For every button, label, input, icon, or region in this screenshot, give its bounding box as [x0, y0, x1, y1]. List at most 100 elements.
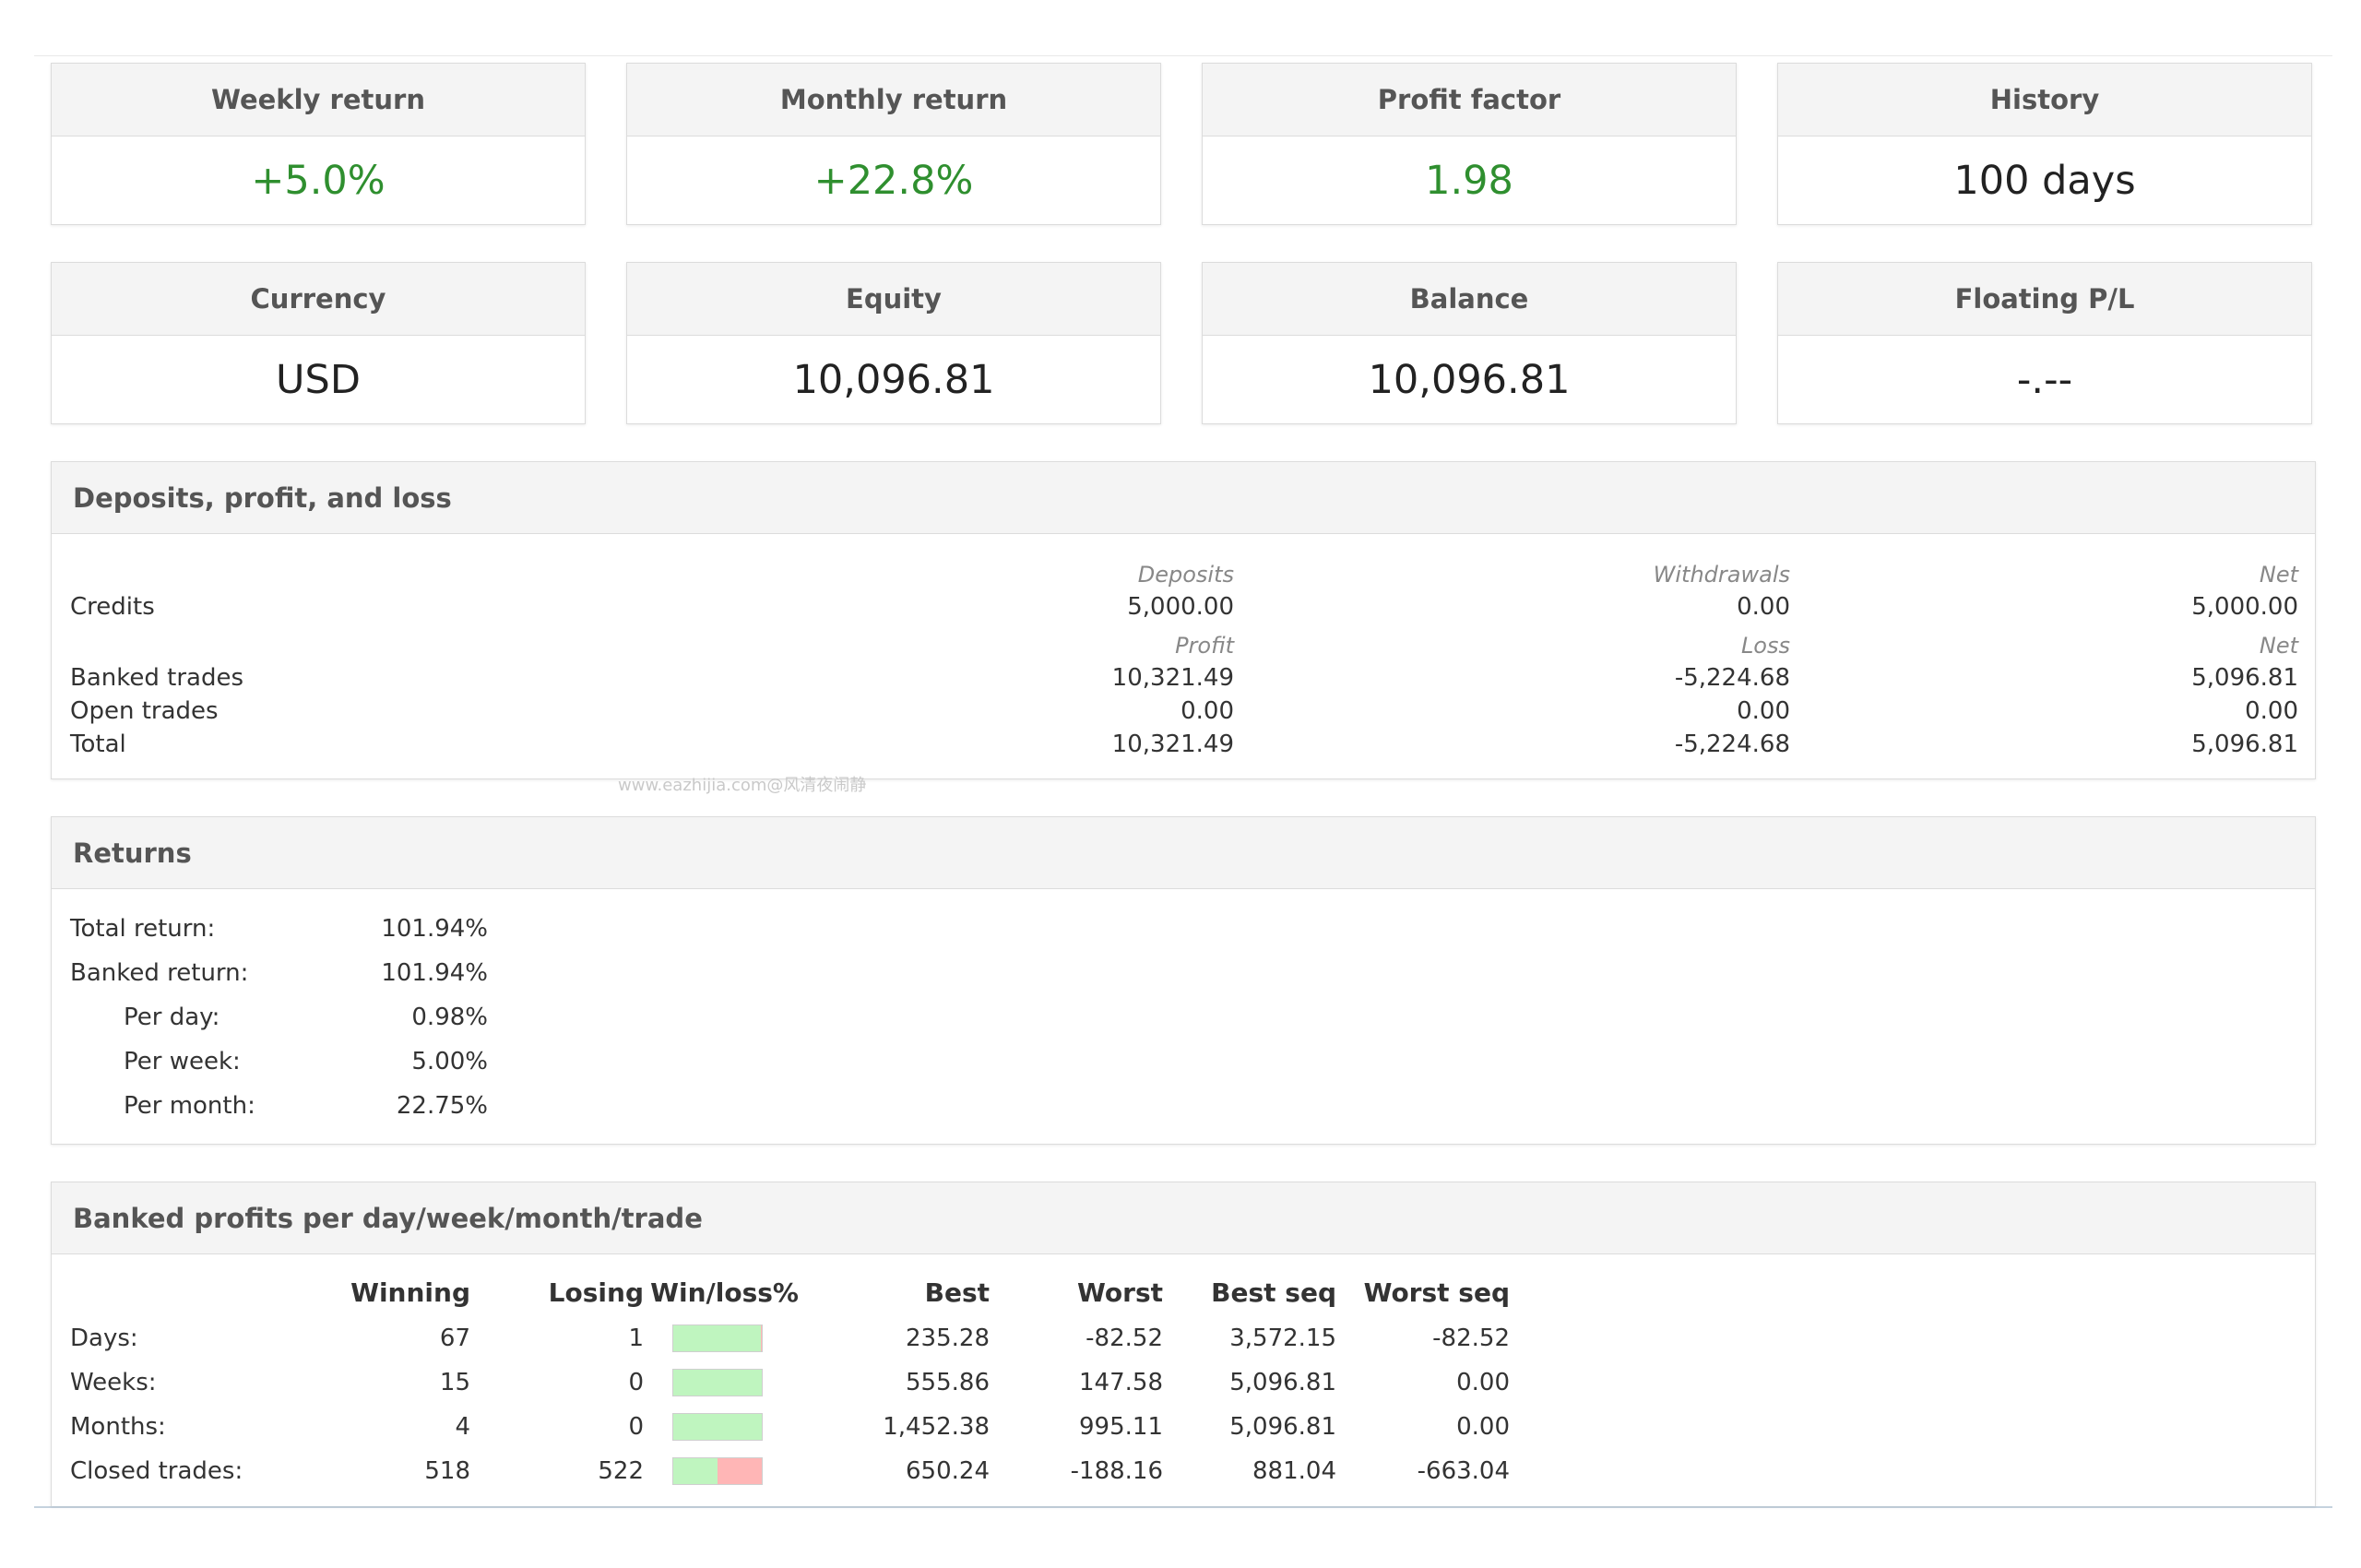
deposits-panel: Deposits, profit, and loss Deposits With… [51, 461, 2316, 779]
banked-net: 5,096.81 [2191, 664, 2298, 692]
page-frame [34, 55, 2332, 1508]
tile-value: 10,096.81 [792, 357, 995, 403]
win-fill [673, 1325, 761, 1351]
worst-seq-value: -82.52 [1432, 1324, 1510, 1352]
banked-return-value: 101.94% [381, 959, 488, 987]
worst-value: -188.16 [1070, 1457, 1163, 1485]
tile-label: Floating P/L [1778, 263, 2311, 336]
loss-header: Loss [1740, 633, 1790, 659]
banked-loss: -5,224.68 [1674, 664, 1790, 692]
tile-label: Monthly return [627, 64, 1160, 137]
currency-tile: Currency USD [51, 262, 586, 424]
tile-label: Currency [52, 263, 585, 336]
col-worst: Worst [1077, 1277, 1163, 1308]
open-trades-label: Open trades [70, 697, 219, 725]
profit-header: Profit [1175, 633, 1234, 659]
per-month-label: Per month: [124, 1092, 255, 1120]
row-label: Days: [70, 1324, 138, 1352]
open-profit: 0.00 [1180, 697, 1234, 725]
row-label: Months: [70, 1413, 166, 1441]
deposits-header: Deposits [1137, 562, 1234, 588]
tile-value: 10,096.81 [1368, 357, 1571, 403]
trade-net-header: Net [2259, 633, 2298, 659]
net-header: Net [2259, 562, 2298, 588]
tile-label: Profit factor [1203, 64, 1736, 137]
tile-value: -.-- [2016, 357, 2073, 403]
equity-tile: Equity 10,096.81 [626, 262, 1161, 424]
best-seq-value: 5,096.81 [1229, 1369, 1336, 1396]
losing-value: 0 [628, 1413, 644, 1441]
panel-title: Deposits, profit, and loss [52, 462, 2315, 534]
best-seq-value: 5,096.81 [1229, 1413, 1336, 1441]
tile-value: 100 days [1953, 158, 2136, 204]
worst-seq-value: 0.00 [1456, 1369, 1510, 1396]
panel-title: Returns [52, 817, 2315, 889]
worst-seq-value: 0.00 [1456, 1413, 1510, 1441]
worst-value: -82.52 [1086, 1324, 1163, 1352]
win-loss-bar [672, 1369, 763, 1396]
winning-value: 518 [424, 1457, 470, 1485]
col-best: Best [924, 1277, 990, 1308]
col-winning: Winning [350, 1277, 470, 1308]
win-fill [673, 1458, 718, 1484]
win-loss-bar [672, 1457, 763, 1485]
losing-value: 522 [598, 1457, 644, 1485]
tile-value: USD [276, 357, 361, 403]
credits-net: 5,000.00 [2191, 593, 2298, 621]
per-week-value: 5.00% [411, 1048, 488, 1075]
best-seq-value: 3,572.15 [1229, 1324, 1336, 1352]
worst-seq-value: -663.04 [1417, 1457, 1510, 1485]
col-best-seq: Best seq [1211, 1277, 1336, 1308]
total-net: 5,096.81 [2191, 731, 2298, 758]
credits-deposits: 5,000.00 [1127, 593, 1234, 621]
tile-label: History [1778, 64, 2311, 137]
credits-withdrawals: 0.00 [1737, 593, 1790, 621]
tile-label: Balance [1203, 263, 1736, 336]
best-seq-value: 881.04 [1252, 1457, 1336, 1485]
winning-value: 67 [439, 1324, 470, 1352]
winning-value: 4 [455, 1413, 470, 1441]
col-losing: Losing [548, 1277, 644, 1308]
monthly-return-tile: Monthly return +22.8% [626, 63, 1161, 225]
best-value: 1,452.38 [883, 1413, 990, 1441]
losing-value: 1 [628, 1324, 644, 1352]
per-day-value: 0.98% [411, 1004, 488, 1031]
win-fill [673, 1370, 762, 1396]
best-value: 235.28 [906, 1324, 990, 1352]
tile-value: 1.98 [1425, 158, 1513, 204]
col-win-loss: Win/loss% [650, 1277, 799, 1308]
tile-value: +5.0% [251, 158, 386, 204]
profit-factor-tile: Profit factor 1.98 [1202, 63, 1737, 225]
win-fill [673, 1414, 762, 1440]
banked-profit: 10,321.49 [1111, 664, 1234, 692]
history-tile: History 100 days [1777, 63, 2312, 225]
open-loss: 0.00 [1737, 697, 1790, 725]
tile-label: Weekly return [52, 64, 585, 137]
win-loss-bar [672, 1324, 763, 1352]
banked-return-label: Banked return: [70, 959, 249, 987]
credits-label: Credits [70, 593, 155, 621]
row-label: Closed trades: [70, 1457, 243, 1485]
best-value: 650.24 [906, 1457, 990, 1485]
winning-value: 15 [439, 1369, 470, 1396]
tile-value: +22.8% [813, 158, 974, 204]
best-value: 555.86 [906, 1369, 990, 1396]
watermark-text: www.eazhijia.com@风清夜闹静 [618, 776, 867, 795]
total-profit: 10,321.49 [1111, 731, 1234, 758]
row-label: Weeks: [70, 1369, 157, 1396]
weekly-return-tile: Weekly return +5.0% [51, 63, 586, 225]
total-return-label: Total return: [70, 915, 216, 943]
per-day-label: Per day: [124, 1004, 220, 1031]
tile-label: Equity [627, 263, 1160, 336]
floating-pl-tile: Floating P/L -.-- [1777, 262, 2312, 424]
balance-tile: Balance 10,096.81 [1202, 262, 1737, 424]
banked-trades-label: Banked trades [70, 664, 244, 692]
win-loss-bar [672, 1413, 763, 1441]
per-month-value: 22.75% [396, 1092, 488, 1120]
panel-title: Banked profits per day/week/month/trade [52, 1182, 2315, 1254]
col-worst-seq: Worst seq [1363, 1277, 1510, 1308]
total-loss: -5,224.68 [1674, 731, 1790, 758]
worst-value: 147.58 [1079, 1369, 1163, 1396]
total-return-value: 101.94% [381, 915, 488, 943]
returns-panel: Returns Total return: 101.94% Banked ret… [51, 816, 2316, 1145]
